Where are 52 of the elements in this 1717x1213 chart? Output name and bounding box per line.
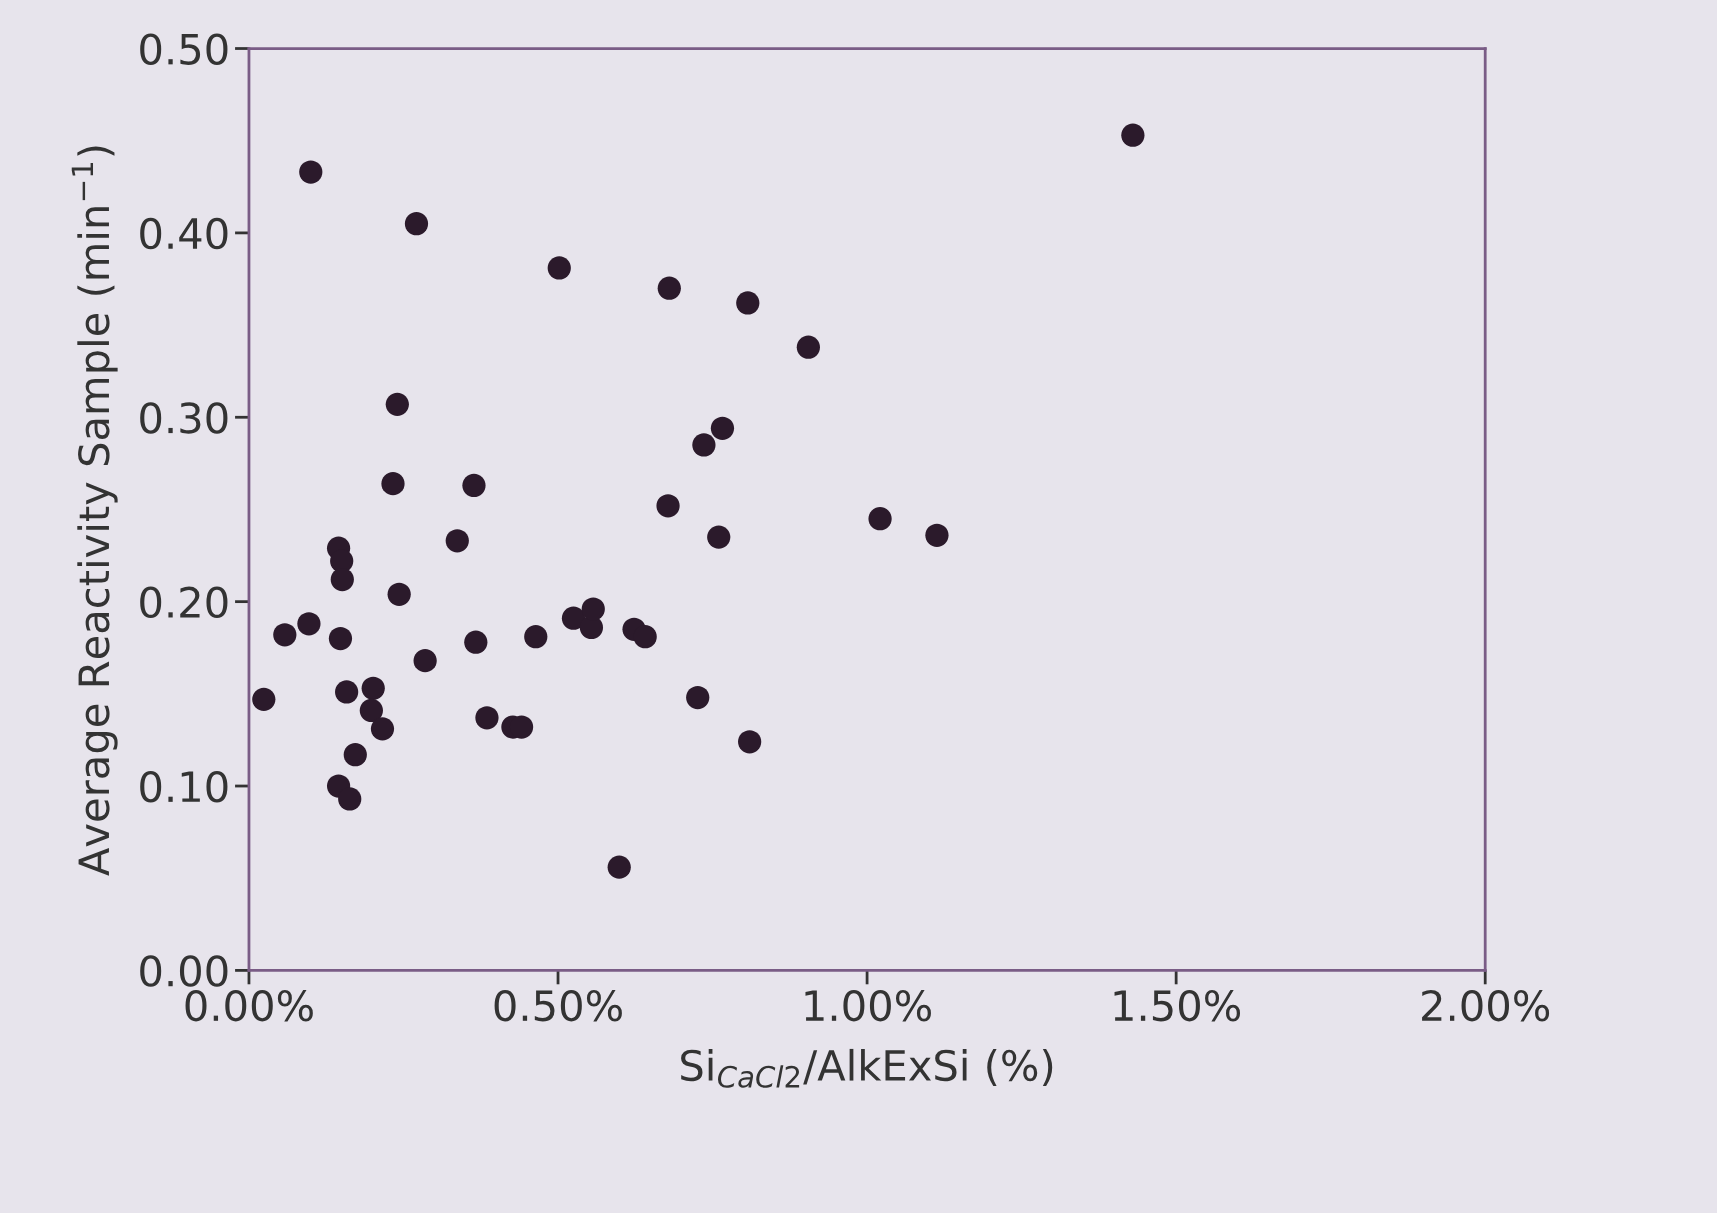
x-tick-label: 2.00%	[1422, 989, 1550, 1022]
point	[361, 676, 385, 700]
x-tick-label: 1.00%	[805, 989, 931, 1022]
point	[335, 680, 359, 704]
point	[385, 392, 409, 416]
point	[692, 433, 716, 457]
point	[561, 606, 586, 630]
y-tick-label: 0.30	[140, 402, 228, 434]
x-tick-label: 0.50%	[494, 989, 622, 1022]
x-tick-label: 0.00%	[185, 989, 313, 1022]
point	[686, 685, 710, 710]
y-tick-label: 0.50	[140, 33, 228, 65]
point	[252, 687, 276, 711]
point	[738, 730, 762, 754]
point	[387, 582, 411, 606]
point	[547, 256, 571, 280]
x-axis-title: Si$_{CaCl2}$/AlkExSi (%)	[681, 1048, 1053, 1088]
point	[338, 787, 362, 811]
point	[607, 855, 631, 879]
point	[413, 649, 437, 673]
y-tick-label: 0.00	[140, 955, 228, 987]
point	[330, 567, 354, 592]
y-axis-title: Average Reactivity Sample (min$^{−1}$)	[71, 146, 118, 876]
point	[581, 597, 605, 621]
point	[381, 472, 405, 496]
point	[710, 416, 735, 440]
point	[462, 473, 486, 498]
y-tick-label: 0.40	[140, 217, 228, 250]
point	[736, 291, 760, 315]
x-tick-label: 1.50%	[1114, 989, 1241, 1022]
y-tick-label: 0.10	[140, 770, 228, 803]
point	[297, 612, 321, 636]
point	[868, 507, 892, 531]
point	[925, 523, 949, 547]
y-tick-label: 0.20	[140, 586, 228, 619]
point	[633, 625, 657, 649]
point	[359, 698, 383, 723]
point	[656, 494, 680, 518]
point	[796, 335, 820, 359]
point	[273, 623, 297, 647]
point	[370, 717, 395, 741]
point	[445, 529, 469, 553]
point	[475, 706, 499, 730]
point	[657, 276, 681, 300]
point	[343, 743, 367, 767]
point	[404, 212, 429, 236]
point	[1121, 123, 1145, 147]
point	[707, 525, 731, 549]
point	[328, 626, 353, 651]
point	[524, 625, 548, 649]
point	[299, 160, 323, 184]
point	[464, 630, 488, 654]
